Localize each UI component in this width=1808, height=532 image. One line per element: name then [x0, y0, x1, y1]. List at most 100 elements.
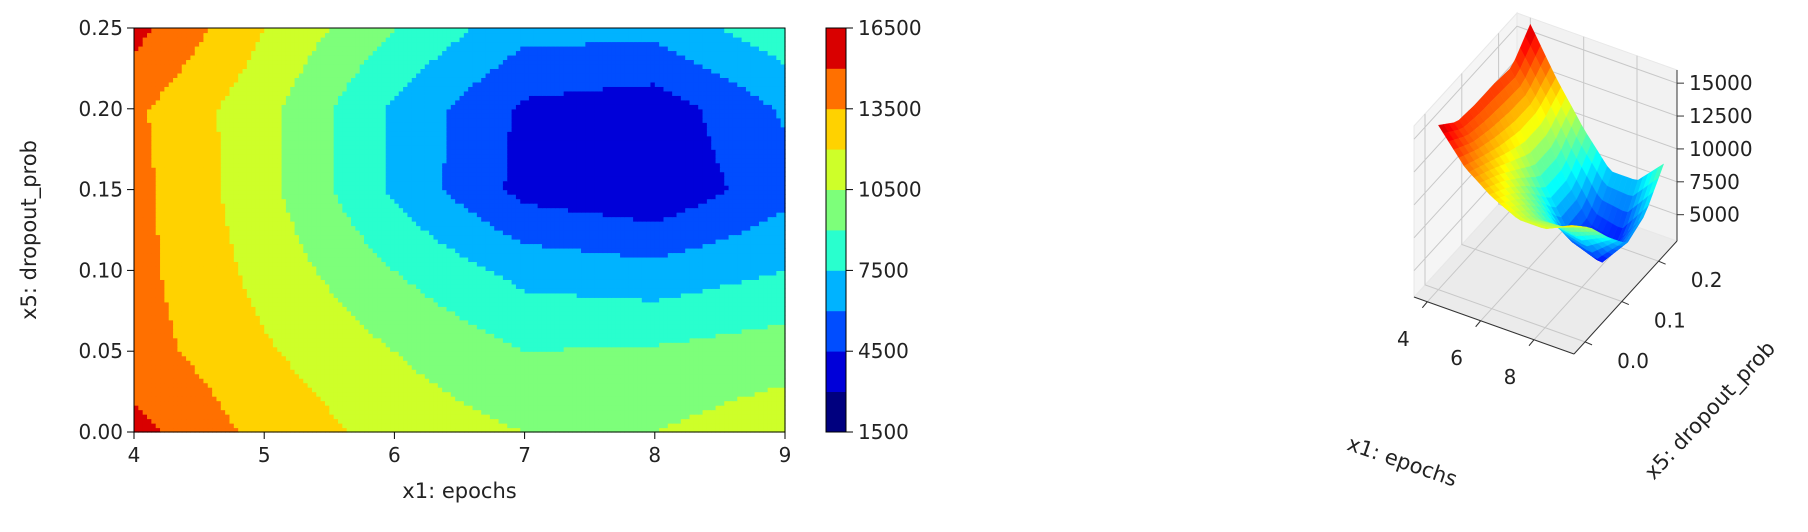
contour-cell	[485, 333, 491, 339]
contour-cell	[498, 369, 504, 375]
contour-cell	[524, 355, 530, 361]
contour-cell	[520, 364, 526, 370]
contour-cell	[203, 378, 209, 384]
contour-cell	[298, 333, 304, 339]
contour-cell	[572, 328, 578, 334]
contour-cell	[654, 378, 660, 384]
contour-cell	[173, 319, 178, 325]
contour-cell	[728, 405, 734, 411]
contour-cell	[290, 405, 296, 411]
contour-cell	[168, 342, 174, 348]
contour-cell	[268, 360, 274, 366]
contour-cell	[554, 369, 560, 375]
contour-cell	[424, 373, 430, 379]
contour-cell	[719, 391, 725, 397]
contour-cell	[147, 423, 152, 429]
contour-cell	[420, 310, 426, 316]
contour-cell	[242, 418, 248, 424]
contour-cell	[320, 283, 326, 289]
contour-cell	[476, 360, 482, 366]
contour-cell	[190, 351, 196, 357]
contour-cell	[381, 360, 387, 366]
contour-cell	[594, 391, 599, 397]
contour-cell	[459, 414, 465, 420]
contour-cell	[667, 364, 673, 370]
contour-cell	[268, 306, 274, 312]
contour-cell	[537, 409, 543, 415]
contour-cell	[446, 396, 452, 402]
contour-cell	[372, 405, 378, 411]
contour-cell	[207, 301, 213, 307]
contour-cell	[342, 342, 348, 348]
contour-cell	[715, 328, 721, 334]
contour-cell	[151, 369, 157, 375]
contour-cell	[199, 337, 205, 343]
contour-cell	[307, 409, 313, 415]
contour-cell	[624, 396, 630, 402]
contour-cell	[324, 279, 330, 285]
contour-cell	[663, 373, 669, 379]
contour-cell	[468, 319, 474, 325]
contour-cell	[607, 382, 612, 388]
contour-cell	[411, 364, 417, 370]
contour-cell	[359, 328, 365, 334]
contour-cell	[515, 337, 521, 343]
contour-cell	[594, 346, 599, 352]
contour-cell	[524, 378, 530, 384]
contour-cell	[728, 391, 734, 397]
contour-cell	[207, 346, 213, 352]
contour-cell	[537, 297, 543, 303]
contour-cell	[359, 382, 365, 388]
contour-cell	[411, 301, 417, 307]
contour-cell	[611, 405, 617, 411]
contour-cell	[225, 391, 231, 397]
contour-cell	[311, 310, 317, 316]
contour-cell	[533, 382, 539, 388]
contour-cell	[537, 405, 543, 411]
contour-cell	[403, 328, 409, 334]
contour-cell	[372, 283, 378, 289]
contour-cell	[581, 283, 586, 289]
contour-cell	[212, 409, 218, 415]
contour-cell	[715, 310, 721, 316]
contour-cell	[750, 324, 756, 330]
contour-cell	[615, 301, 621, 307]
contour-cell	[654, 360, 660, 366]
contour-cell	[259, 423, 265, 429]
contour-cell	[515, 306, 521, 312]
contour-cell	[511, 319, 517, 325]
contour-cell	[637, 355, 643, 361]
contour-cell	[489, 315, 495, 321]
contour-cell	[134, 333, 139, 339]
contour-cell	[476, 400, 482, 406]
contour-cell	[233, 324, 239, 330]
contour-cell	[225, 301, 231, 307]
contour-cell	[420, 315, 426, 321]
contour-cell	[173, 306, 178, 312]
contour-cell	[142, 283, 148, 289]
contour-cell	[311, 319, 317, 325]
contour-cell	[138, 387, 144, 393]
contour-cell	[698, 373, 704, 379]
contour-cell	[450, 297, 456, 303]
contour-cell	[594, 310, 599, 316]
contour-cell	[390, 382, 395, 388]
contour-cell	[377, 364, 382, 370]
contour-cell	[220, 387, 226, 393]
contour-cell	[194, 324, 200, 330]
contour-cell	[381, 288, 387, 294]
contour-cell	[559, 301, 565, 307]
contour-cell	[242, 378, 248, 384]
contour-cell	[602, 337, 608, 343]
contour-cell	[719, 396, 725, 402]
contour-cell	[698, 423, 704, 429]
contour-cell	[607, 324, 612, 330]
contour-cell	[476, 301, 482, 307]
contour-cell	[537, 288, 543, 294]
contour-cell	[368, 414, 374, 420]
contour-cell	[702, 387, 708, 393]
contour-cell	[307, 283, 313, 289]
contour-cell	[594, 283, 599, 289]
contour-cell	[615, 387, 621, 393]
contour-cell	[298, 396, 304, 402]
